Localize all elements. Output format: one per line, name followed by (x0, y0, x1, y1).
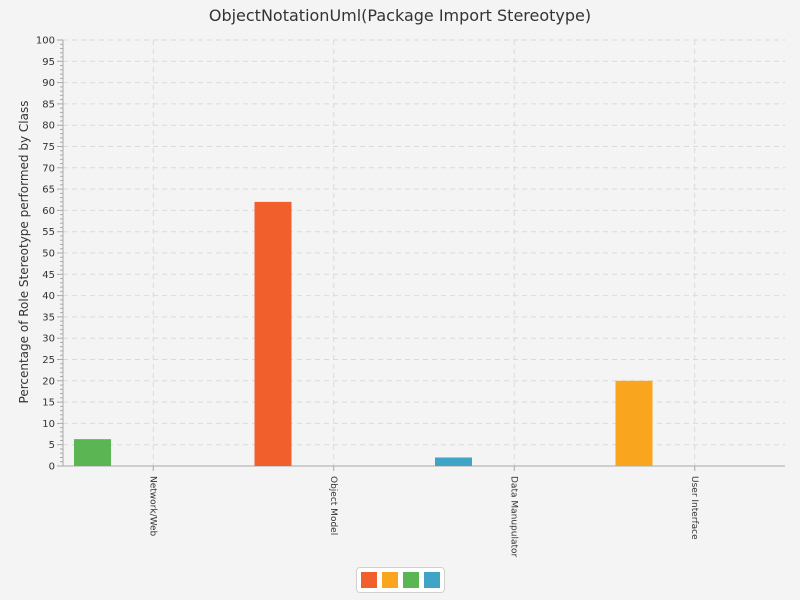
legend-swatch (382, 572, 398, 588)
y-tick-label: 90 (42, 78, 55, 89)
y-tick-label: 100 (36, 36, 55, 47)
legend-swatch (361, 572, 377, 588)
y-tick-label: 30 (42, 334, 55, 345)
y-tick-label: 0 (49, 462, 55, 473)
x-tick-label: Network/Web (147, 476, 157, 537)
legend-swatch (424, 572, 440, 588)
y-tick-label: 95 (42, 57, 55, 68)
y-tick-label: 50 (42, 249, 55, 260)
y-tick-label: 60 (42, 206, 55, 217)
y-tick-label: 20 (42, 376, 55, 387)
bar (254, 201, 292, 466)
chart-legend (356, 567, 445, 593)
y-tick-label: 70 (42, 163, 55, 174)
x-tick-label: Data Manupulator (508, 476, 518, 558)
y-tick-label: 45 (42, 270, 55, 281)
y-tick-label: 55 (42, 227, 55, 238)
y-tick-label: 15 (42, 398, 55, 409)
y-tick-label: 85 (42, 99, 55, 110)
y-tick-label: 65 (42, 185, 55, 196)
y-tick-label: 35 (42, 312, 55, 323)
bar (74, 439, 111, 466)
y-tick-label: 75 (42, 142, 55, 153)
x-tick-label: Object Model (328, 476, 338, 535)
y-tick-label: 5 (49, 440, 55, 451)
bar (435, 457, 472, 466)
legend-swatch (403, 572, 419, 588)
y-tick-label: 10 (42, 419, 55, 430)
y-tick-label: 25 (42, 355, 55, 366)
y-tick-label: 40 (42, 291, 55, 302)
x-tick-label: User Interface (689, 476, 699, 540)
chart-title: ObjectNotationUml(Package Import Stereot… (208, 6, 592, 25)
y-tick-label: 80 (42, 121, 55, 132)
bar (615, 380, 653, 466)
